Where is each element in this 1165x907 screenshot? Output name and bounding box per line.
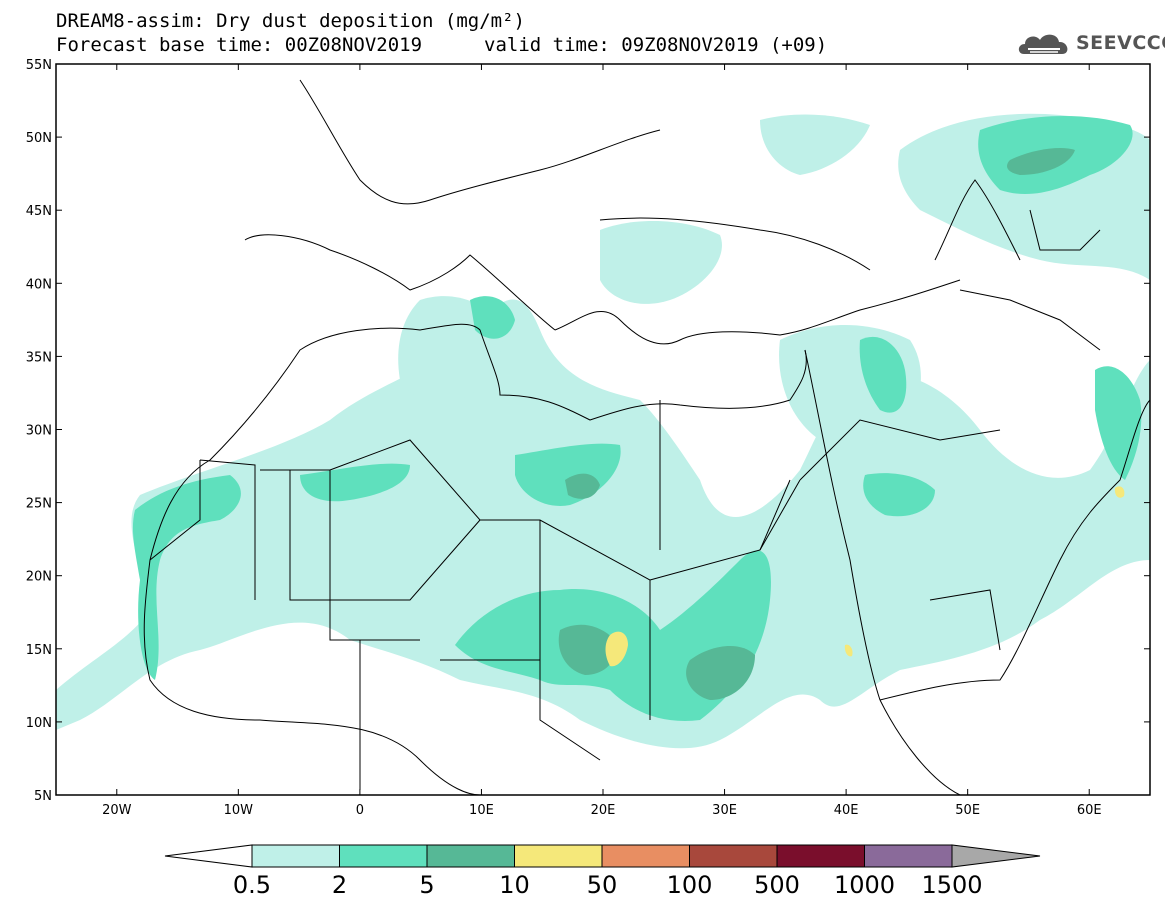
- colorbar-swatch: [601, 844, 690, 868]
- lat-tick-label: 35N: [26, 350, 52, 365]
- colorbar-level-label: 100: [667, 871, 713, 899]
- axis-ticks: 55N 50N 45N 40N 35N 30N 25N 20N 15N 10N 5N 20W 10W 0 1…: [26, 58, 1150, 818]
- colorbar-swatch: [864, 844, 953, 868]
- dust-level-high: [558, 148, 1075, 700]
- lon-tick-label: 20E: [591, 803, 616, 818]
- lon-tick-label: 40E: [834, 803, 859, 818]
- lat-tick-label: 15N: [26, 643, 52, 658]
- lon-tick-label: 30E: [712, 803, 737, 818]
- colorbar-level-label: 5: [419, 871, 434, 899]
- colorbar-level-label: 1000: [834, 871, 895, 899]
- lon-tick-label: 0: [356, 803, 364, 818]
- colorbar: 0.5 2 5 10 50 100 500 1000 1500: [164, 844, 1041, 899]
- colorbar-swatch: [339, 844, 428, 868]
- colorbar-swatch: [514, 844, 603, 868]
- lon-tick-label: 60E: [1077, 803, 1102, 818]
- colorbar-level-label: 10: [499, 871, 530, 899]
- colorbar-over-arrow: [951, 844, 1041, 868]
- colorbar-level-label: 2: [332, 871, 347, 899]
- logo-text: SEEVCCC: [1076, 32, 1165, 54]
- lat-tick-label: 10N: [26, 716, 52, 731]
- colorbar-under-arrow: [164, 844, 253, 868]
- lat-tick-label: 25N: [26, 497, 52, 512]
- colorbar-level-label: 1500: [921, 871, 982, 899]
- coastlines-borders: [143, 79, 1150, 795]
- colorbar-level-label: 500: [754, 871, 800, 899]
- lat-tick-label: 40N: [26, 277, 52, 292]
- lat-tick-label: 5N: [34, 789, 52, 804]
- lat-tick-label: 45N: [26, 204, 52, 219]
- dust-deposition-field: [56, 113, 1150, 749]
- lat-tick-label: 20N: [26, 570, 52, 585]
- lon-tick-label: 50E: [955, 803, 980, 818]
- lon-tick-label: 10E: [469, 803, 494, 818]
- colorbar-level-label: 0.5: [233, 871, 271, 899]
- valid-time-label: valid time: 09Z08NOV2019 (+09): [484, 34, 828, 56]
- colorbar-level-label: 50: [587, 871, 618, 899]
- dust-level-hotspot: [605, 486, 1125, 667]
- lat-tick-label: 50N: [26, 131, 52, 146]
- lat-tick-label: 30N: [26, 424, 52, 439]
- title-line-2: Forecast base time: 00Z08NOV2019: [56, 34, 423, 56]
- colorbar-swatch: [776, 844, 865, 868]
- seevccc-logo: SEEVCCC: [1016, 28, 1165, 58]
- colorbar-swatch: [426, 844, 515, 868]
- lat-tick-label: 55N: [26, 58, 52, 73]
- colorbar-swatch: [251, 844, 340, 868]
- cloud-logo-icon: [1018, 34, 1068, 54]
- colorbar-swatch: [689, 844, 778, 868]
- title-line-1: DREAM8-assim: Dry dust deposition (mg/m²…: [56, 10, 525, 32]
- lon-tick-label: 10W: [224, 803, 254, 818]
- lon-tick-label: 20W: [102, 803, 132, 818]
